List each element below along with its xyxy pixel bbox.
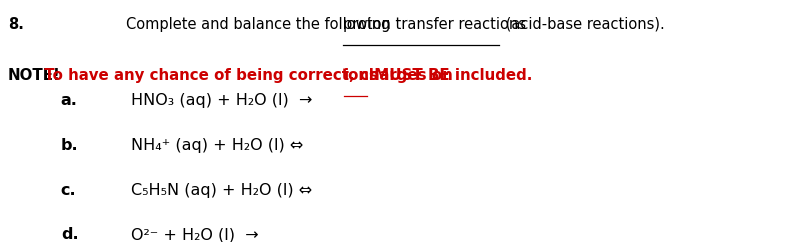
Text: a.: a. bbox=[61, 93, 78, 108]
Text: 8.: 8. bbox=[8, 17, 24, 32]
Text: O²⁻ + H₂O (l)  →: O²⁻ + H₂O (l) → bbox=[131, 227, 259, 242]
Text: HNO₃ (aq) + H₂O (l)  →: HNO₃ (aq) + H₂O (l) → bbox=[131, 93, 313, 108]
Text: To have any chance of being correct, charges on: To have any chance of being correct, cha… bbox=[39, 68, 458, 83]
Text: ions: ions bbox=[344, 68, 379, 83]
Text: Complete and balance the following: Complete and balance the following bbox=[126, 17, 395, 32]
Text: C₅H₅N (aq) + H₂O (l) ⇔: C₅H₅N (aq) + H₂O (l) ⇔ bbox=[131, 183, 312, 198]
Text: proton transfer reactions: proton transfer reactions bbox=[343, 17, 526, 32]
Text: MUST BE included.: MUST BE included. bbox=[369, 68, 532, 83]
Text: d.: d. bbox=[61, 227, 79, 242]
Text: (acid-base reactions).: (acid-base reactions). bbox=[501, 17, 665, 32]
Text: b.: b. bbox=[61, 138, 79, 153]
Text: NOTE!: NOTE! bbox=[8, 68, 61, 83]
Text: c.: c. bbox=[61, 183, 76, 198]
Text: NH₄⁺ (aq) + H₂O (l) ⇔: NH₄⁺ (aq) + H₂O (l) ⇔ bbox=[131, 138, 303, 153]
